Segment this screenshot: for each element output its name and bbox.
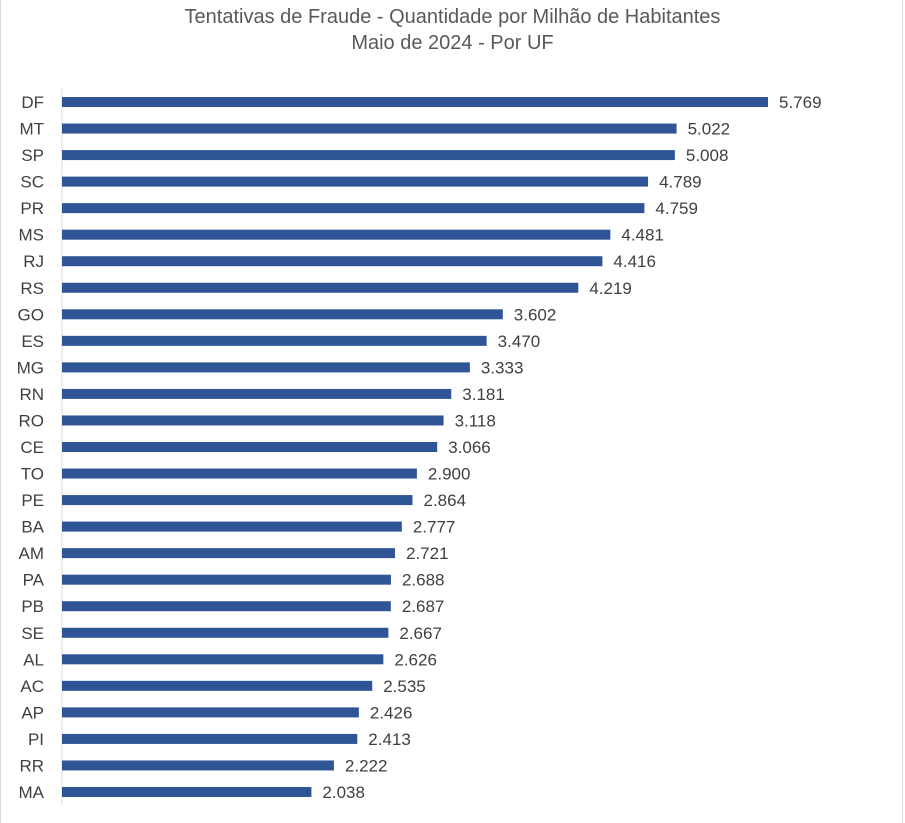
value-label-ba: 2.777 (413, 518, 456, 537)
category-label-pb: PB (21, 597, 44, 616)
bar-rr (62, 760, 334, 771)
bar-al (62, 654, 384, 665)
category-label-ma: MA (19, 783, 45, 802)
value-label-ms: 4.481 (621, 226, 664, 245)
value-label-df: 5.769 (779, 93, 822, 112)
category-label-rj: RJ (23, 252, 44, 271)
bar-sp (62, 150, 675, 161)
value-label-rn: 3.181 (462, 385, 505, 404)
bar-pi (62, 733, 358, 744)
bar-ba (62, 521, 402, 532)
category-label-es: ES (21, 332, 44, 351)
value-label-se: 2.667 (399, 624, 442, 643)
category-label-pi: PI (28, 730, 44, 749)
value-label-pb: 2.687 (402, 597, 445, 616)
value-label-al: 2.626 (394, 650, 437, 669)
category-label-mt: MT (19, 120, 44, 139)
value-label-pa: 2.688 (402, 571, 445, 590)
bar-se (62, 627, 389, 638)
bar-rs (62, 282, 579, 293)
category-label-ap: AP (21, 703, 44, 722)
category-label-rr: RR (19, 756, 44, 775)
category-label-ms: MS (19, 226, 45, 245)
category-label-pe: PE (21, 491, 44, 510)
bar-mt (62, 123, 677, 134)
value-label-rr: 2.222 (345, 756, 388, 775)
value-label-am: 2.721 (406, 544, 449, 563)
bar-to (62, 468, 417, 479)
chart-title-block: Tentativas de Fraude - Quantidade por Mi… (0, 4, 905, 56)
value-label-go: 3.602 (514, 305, 557, 324)
bar-ro (62, 415, 444, 426)
bar-ap (62, 707, 359, 718)
chart-title: Tentativas de Fraude - Quantidade por Mi… (184, 6, 721, 28)
bar-pa (62, 574, 391, 585)
category-label-df: DF (21, 93, 44, 112)
value-label-ma: 2.038 (322, 783, 365, 802)
category-label-ac: AC (20, 677, 44, 696)
category-label-rs: RS (20, 279, 44, 298)
chart-subtitle: Maio de 2024 - Por UF (351, 32, 554, 54)
category-label-sc: SC (20, 173, 44, 192)
category-label-pa: PA (23, 571, 45, 590)
bar-ms (62, 229, 611, 240)
category-label-go: GO (18, 305, 44, 324)
bar-pb (62, 601, 391, 612)
value-label-es: 3.470 (498, 332, 541, 351)
category-label-al: AL (23, 650, 44, 669)
bar-am (62, 548, 395, 559)
category-label-pr: PR (20, 199, 44, 218)
value-label-ro: 3.118 (455, 411, 496, 430)
value-label-to: 2.900 (428, 465, 471, 484)
bar-go (62, 309, 503, 320)
bar-pr (62, 203, 645, 214)
category-label-ba: BA (21, 518, 44, 537)
bar-sc (62, 176, 649, 187)
bar-ma (62, 787, 312, 797)
value-label-ac: 2.535 (383, 677, 426, 696)
bar-rj (62, 256, 603, 267)
bar-mg (62, 362, 470, 373)
category-label-rn: RN (19, 385, 44, 404)
value-label-sp: 5.008 (686, 146, 729, 165)
value-label-mg: 3.333 (481, 358, 524, 377)
category-label-se: SE (21, 624, 44, 643)
value-label-mt: 5.022 (688, 120, 731, 139)
category-label-sp: SP (21, 146, 44, 165)
category-label-ro: RO (19, 411, 45, 430)
category-label-am: AM (19, 544, 45, 563)
value-label-rs: 4.219 (589, 279, 632, 298)
bar-es (62, 335, 487, 346)
bar-rn (62, 388, 452, 399)
category-label-to: TO (21, 465, 44, 484)
value-label-sc: 4.789 (659, 173, 702, 192)
category-label-ce: CE (20, 438, 44, 457)
value-label-pi: 2.413 (368, 730, 411, 749)
bar-pe (62, 495, 413, 506)
bar-df (62, 97, 768, 107)
bar-ce (62, 442, 438, 452)
value-label-ap: 2.426 (370, 703, 413, 722)
bar-ac (62, 680, 373, 691)
value-label-pe: 2.864 (423, 491, 466, 510)
value-label-rj: 4.416 (613, 252, 656, 271)
value-label-pr: 4.759 (655, 199, 698, 218)
value-label-ce: 3.066 (448, 438, 491, 457)
category-label-mg: MG (17, 358, 44, 377)
